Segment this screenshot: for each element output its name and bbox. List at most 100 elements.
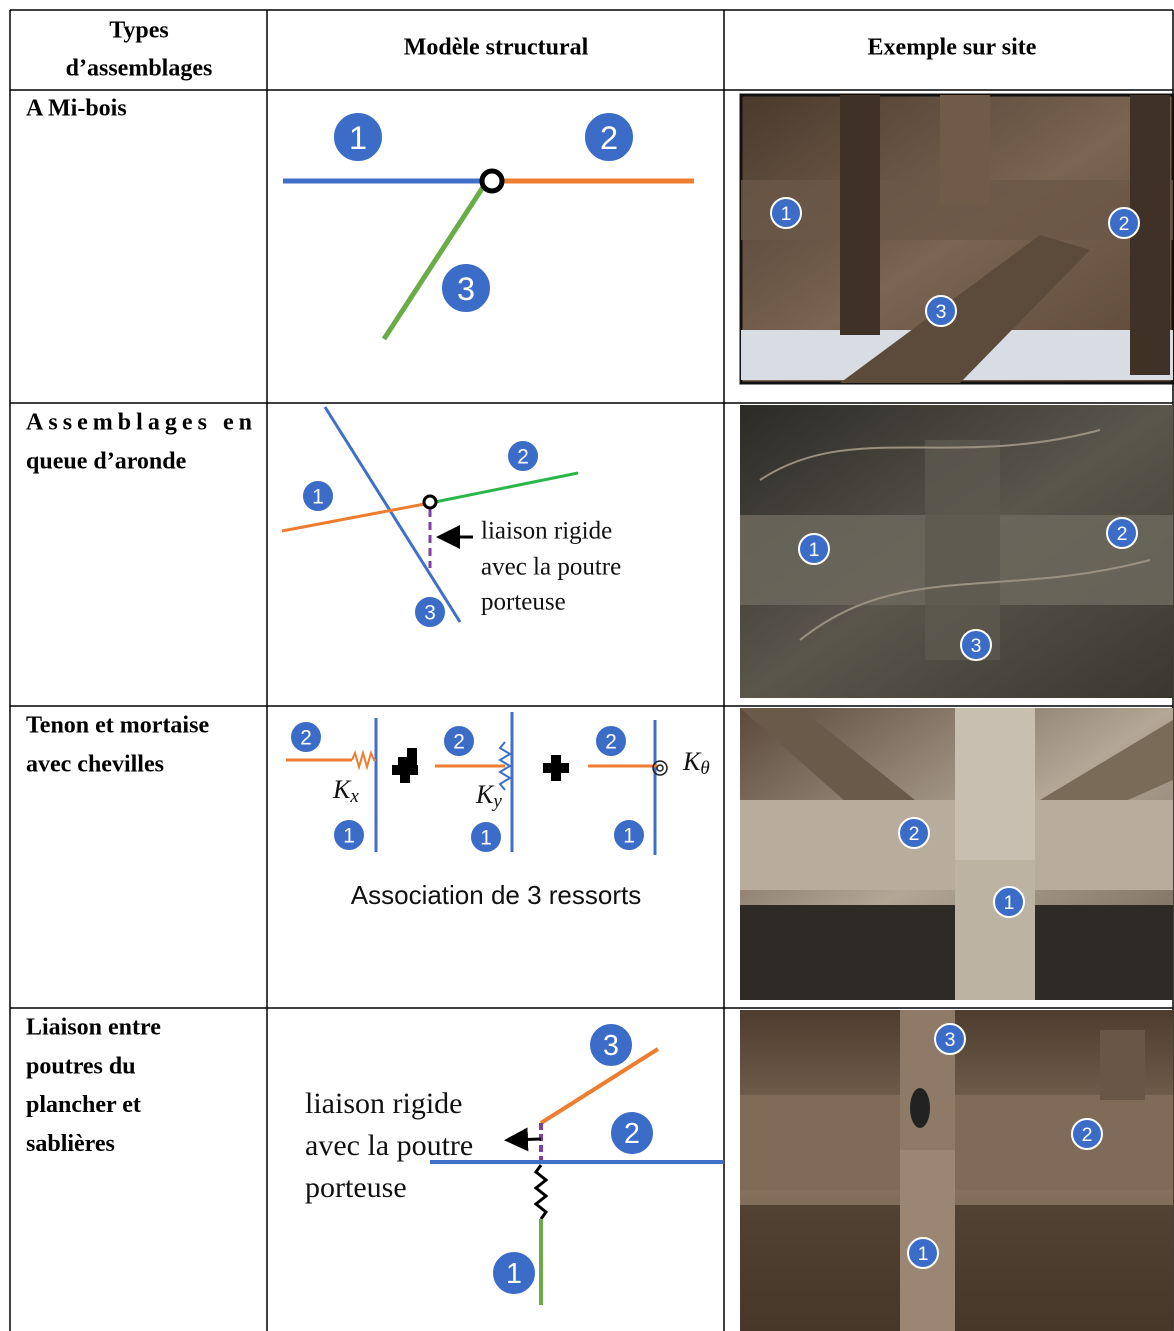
number-badge: 3 — [440, 262, 492, 314]
number-badge: 1 — [469, 820, 503, 854]
badge-circle — [332, 111, 384, 163]
diagram-liaison-sablieres — [430, 1047, 724, 1305]
number-badge: 3 — [588, 1022, 634, 1068]
number-badge: 1 — [332, 111, 384, 163]
diagram-mi-bois — [283, 168, 694, 341]
badge-circle — [798, 533, 830, 565]
badge-number: 1 — [343, 825, 355, 848]
badge-number: 2 — [517, 446, 529, 469]
badge-number: 3 — [457, 271, 475, 307]
row-label: Tenon et mortaise — [26, 713, 209, 739]
badge-circle — [907, 1237, 939, 1269]
badge-circle — [925, 295, 957, 327]
badge-circle — [898, 817, 930, 849]
site-photo — [739, 93, 1174, 385]
badge-number: 2 — [1117, 523, 1128, 545]
diagram-note: porteuse — [305, 1171, 407, 1204]
diagram-note: liaison rigide — [481, 518, 612, 545]
badge-number: 2 — [453, 731, 465, 754]
stiffness-symbol: K — [682, 747, 702, 776]
diagram-note: avec la poutre — [305, 1129, 473, 1162]
badge-circle — [440, 262, 492, 314]
number-badge: 1 — [612, 818, 646, 852]
badge-circle — [770, 197, 802, 229]
badge-number: 1 — [349, 120, 367, 156]
badge-number: 3 — [603, 1030, 619, 1062]
row-label: Assemblages en — [26, 410, 252, 436]
stiffness-subscript: x — [349, 786, 359, 807]
site-photo — [740, 708, 1173, 1000]
diagram-note: liaison rigide — [305, 1087, 462, 1120]
badge-circle — [332, 818, 366, 852]
diagram-note: porteuse — [481, 589, 566, 616]
badge-number: 1 — [506, 1258, 522, 1290]
number-badge: 1 — [301, 479, 335, 513]
badge-circle — [491, 1250, 537, 1296]
badge-circle — [609, 1110, 655, 1156]
badge-circle — [289, 720, 323, 754]
badge-number: 1 — [480, 827, 492, 850]
number-badge: 2 — [442, 724, 476, 758]
number-badge: 3 — [925, 295, 957, 327]
row-label: poutres du — [26, 1053, 136, 1079]
header-cell: Modèle structural — [404, 35, 589, 61]
stiffness-symbol: K — [475, 780, 495, 809]
badge-circle — [612, 818, 646, 852]
badge-number: 1 — [918, 1243, 929, 1265]
number-badge: 3 — [934, 1023, 966, 1055]
badge-number: 2 — [1082, 1124, 1093, 1146]
badge-number: 2 — [300, 727, 312, 750]
header-cell: d’assemblages — [66, 56, 213, 82]
number-badge: 2 — [898, 817, 930, 849]
number-badge: 1 — [491, 1250, 537, 1296]
number-badge: 1 — [907, 1237, 939, 1269]
number-badge: 1 — [993, 886, 1025, 918]
badge-number: 1 — [781, 203, 792, 225]
header-cell: Exemple sur site — [868, 35, 1037, 61]
badge-circle — [301, 479, 335, 513]
header-cell: Types — [109, 18, 169, 44]
row-label: queue d’aronde — [26, 448, 187, 474]
badge-number: 3 — [936, 301, 947, 323]
badge-number: 3 — [971, 635, 982, 657]
number-badge: 2 — [289, 720, 323, 754]
badge-number: 3 — [945, 1029, 956, 1051]
stiffness-subscript: θ — [700, 758, 709, 779]
badge-number: 2 — [909, 823, 920, 845]
badge-number: 2 — [600, 120, 618, 156]
badge-circle — [934, 1023, 966, 1055]
badge-circle — [506, 439, 540, 473]
site-photo — [740, 1010, 1173, 1331]
badge-circle — [583, 111, 635, 163]
number-badge: 3 — [413, 595, 447, 629]
badge-number: 1 — [623, 825, 635, 848]
site-photo — [740, 405, 1173, 698]
stiffness-label: Ky — [475, 780, 502, 812]
row-label: avec chevilles — [26, 751, 164, 777]
diagram-note: avec la poutre — [481, 554, 621, 581]
number-badge: 2 — [609, 1110, 655, 1156]
badge-number: 2 — [605, 731, 617, 754]
row-label: A Mi-bois — [26, 96, 127, 122]
badge-circle — [442, 724, 476, 758]
number-badge: 2 — [506, 439, 540, 473]
diagram-caption: Association de 3 ressorts — [351, 880, 641, 910]
badge-circle — [594, 724, 628, 758]
stiffness-symbol: K — [332, 775, 352, 804]
stiffness-label: Kx — [332, 775, 359, 807]
badge-circle — [1071, 1118, 1103, 1150]
row-label: Liaison entre — [26, 1015, 161, 1041]
stiffness-label: Kθ — [682, 747, 710, 779]
badge-number: 2 — [624, 1118, 640, 1150]
badge-circle — [588, 1022, 634, 1068]
number-badge: 1 — [332, 818, 366, 852]
number-badge: 2 — [583, 111, 635, 163]
badge-number: 2 — [1119, 213, 1130, 235]
badge-circle — [993, 886, 1025, 918]
number-badge: 2 — [594, 724, 628, 758]
badge-circle — [469, 820, 503, 854]
row-label: sablières — [26, 1131, 115, 1157]
badge-number: 1 — [312, 486, 324, 509]
badge-number: 1 — [809, 539, 820, 561]
